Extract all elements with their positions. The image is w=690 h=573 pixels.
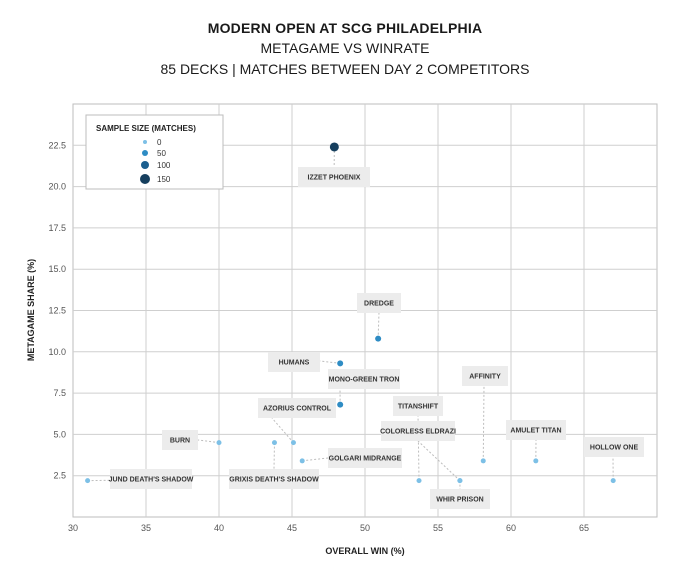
y-tick-label: 22.5 (48, 140, 66, 150)
legend-marker-100 (141, 161, 149, 169)
legend-marker-50 (142, 150, 148, 156)
leader-line (482, 385, 485, 461)
point-label: AMULET TITAN (510, 428, 561, 435)
point-labels: IZZET PHOENIX DREDGE HUMANS MONO-GREEN TRON… (109, 167, 644, 509)
data-point (299, 458, 305, 464)
point-label: JUND DEATH'S SHADOW (109, 477, 194, 484)
legend: SAMPLE SIZE (MATCHES) 0 50 100 150 (85, 114, 224, 190)
chart-subtitle-1: METAGAME VS WINRATE (260, 40, 430, 56)
data-point (329, 142, 339, 152)
point-label-box (328, 369, 400, 389)
y-tick-label: 20.0 (48, 182, 66, 192)
data-point (85, 478, 91, 484)
leader-line (417, 440, 461, 482)
x-tick-label: 45 (287, 523, 297, 533)
point-label: TITANSHIFT (398, 404, 439, 411)
legend-entry-150: 150 (157, 175, 171, 184)
point-label: GRIXIS DEATH'S SHADOW (229, 477, 319, 484)
y-axis-label: METAGAME SHARE (%) (26, 259, 36, 361)
data-point (337, 360, 344, 367)
x-tick-label: 30 (68, 523, 78, 533)
point-label-box (268, 352, 320, 372)
data-point (480, 458, 486, 464)
x-tick-label: 35 (141, 523, 151, 533)
point-label-box (162, 430, 198, 450)
x-tick-label: 50 (360, 523, 370, 533)
point-label-box (381, 421, 455, 441)
legend-marker-0 (143, 140, 147, 144)
point-label: COLORLESS ELDRAZI (380, 429, 456, 436)
leader-line (197, 439, 220, 444)
point-label: IZZET PHOENIX (308, 175, 361, 182)
point-label-box (584, 437, 644, 457)
data-point (533, 458, 539, 464)
point-label-box (229, 469, 319, 489)
y-tick-label: 12.5 (48, 306, 66, 316)
data-point (271, 440, 277, 446)
leader-line (302, 457, 329, 462)
point-label-box (357, 293, 401, 313)
point-label-box (430, 489, 490, 509)
legend-box (85, 114, 224, 190)
y-tick-label: 2.5 (53, 471, 66, 481)
data-point (337, 401, 344, 408)
leader-line (377, 311, 380, 339)
leader-line (319, 360, 341, 364)
data-point (216, 440, 222, 446)
point-label-box (393, 396, 443, 416)
x-tick-labels: 30 35 40 45 50 55 60 65 (68, 523, 589, 533)
point-label: DREDGE (364, 301, 394, 308)
point-label: GOLGARI MIDRANGE (329, 456, 402, 463)
point-label-box (328, 448, 402, 468)
data-points (85, 142, 616, 484)
point-label: WHIR PRISON (436, 497, 483, 504)
chart-title: MODERN OPEN AT SCG PHILADELPHIA (207, 20, 483, 36)
data-point (457, 478, 463, 484)
legend-entry-50: 50 (157, 149, 166, 158)
point-label: HOLLOW ONE (590, 445, 639, 452)
data-point (610, 478, 616, 484)
point-label-box (506, 420, 566, 440)
y-tick-label: 5.0 (53, 429, 66, 439)
x-tick-label: 60 (506, 523, 516, 533)
y-tick-label: 10.0 (48, 347, 66, 357)
legend-marker-150 (140, 174, 150, 184)
legend-entry-100: 100 (157, 161, 171, 170)
x-axis-label: OVERALL WIN (%) (325, 546, 404, 556)
y-tick-label: 15.0 (48, 264, 66, 274)
chart-subtitle-2: 85 DECKS | MATCHES BETWEEN DAY 2 COMPETI… (160, 61, 530, 77)
legend-title: SAMPLE SIZE (MATCHES) (96, 124, 196, 133)
data-point (290, 440, 296, 446)
data-point (375, 335, 382, 342)
y-tick-label: 17.5 (48, 223, 66, 233)
point-label: HUMANS (279, 360, 310, 367)
point-label-box (298, 167, 370, 187)
y-tick-labels: 2.5 5.0 7.5 10.0 12.5 15.0 17.5 20.0 22.5 (48, 140, 66, 480)
point-label: AZORIUS CONTROL (263, 406, 332, 413)
point-label-box (110, 469, 192, 489)
point-label-box (462, 366, 508, 386)
x-tick-label: 40 (214, 523, 224, 533)
x-tick-label: 65 (579, 523, 589, 533)
point-label-box (258, 398, 336, 418)
legend-entry-0: 0 (157, 138, 162, 147)
point-label: AFFINITY (469, 374, 501, 381)
data-point (416, 478, 422, 484)
leader-line (271, 417, 294, 443)
x-tick-label: 55 (433, 523, 443, 533)
point-label: BURN (170, 438, 190, 445)
leader-line (417, 414, 420, 481)
point-label: MONO-GREEN TRON (329, 377, 400, 384)
y-tick-label: 7.5 (53, 388, 66, 398)
